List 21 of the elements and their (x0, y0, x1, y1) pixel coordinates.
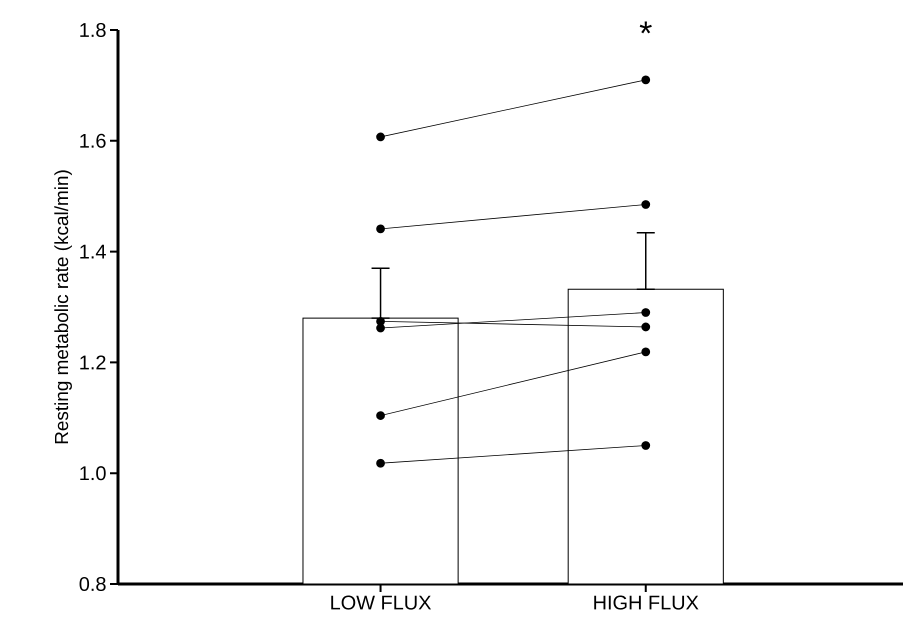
point (376, 224, 385, 234)
point (641, 347, 650, 356)
y-tick-label: 1.6 (80, 134, 106, 148)
y-tick-label: 1.2 (80, 355, 106, 370)
point (641, 200, 650, 209)
x-tick-label: LOW FLUX (331, 596, 432, 610)
point (641, 441, 650, 450)
y-tick-label: 1.4 (80, 244, 106, 258)
x-tick-label: HIGH FLUX (594, 596, 698, 610)
y-tick-label: 1.0 (80, 466, 106, 480)
point (641, 308, 650, 317)
point (376, 132, 385, 142)
point (641, 75, 650, 84)
point (376, 458, 385, 468)
annotation: * (640, 22, 652, 34)
y-tick-label: 0.8 (80, 576, 106, 592)
y-tick-label: 1.8 (80, 22, 106, 38)
point (376, 411, 385, 420)
point (376, 324, 385, 332)
point (641, 322, 650, 332)
y-axis-title: Resting metabolic rate (kcal/min) (54, 170, 72, 444)
